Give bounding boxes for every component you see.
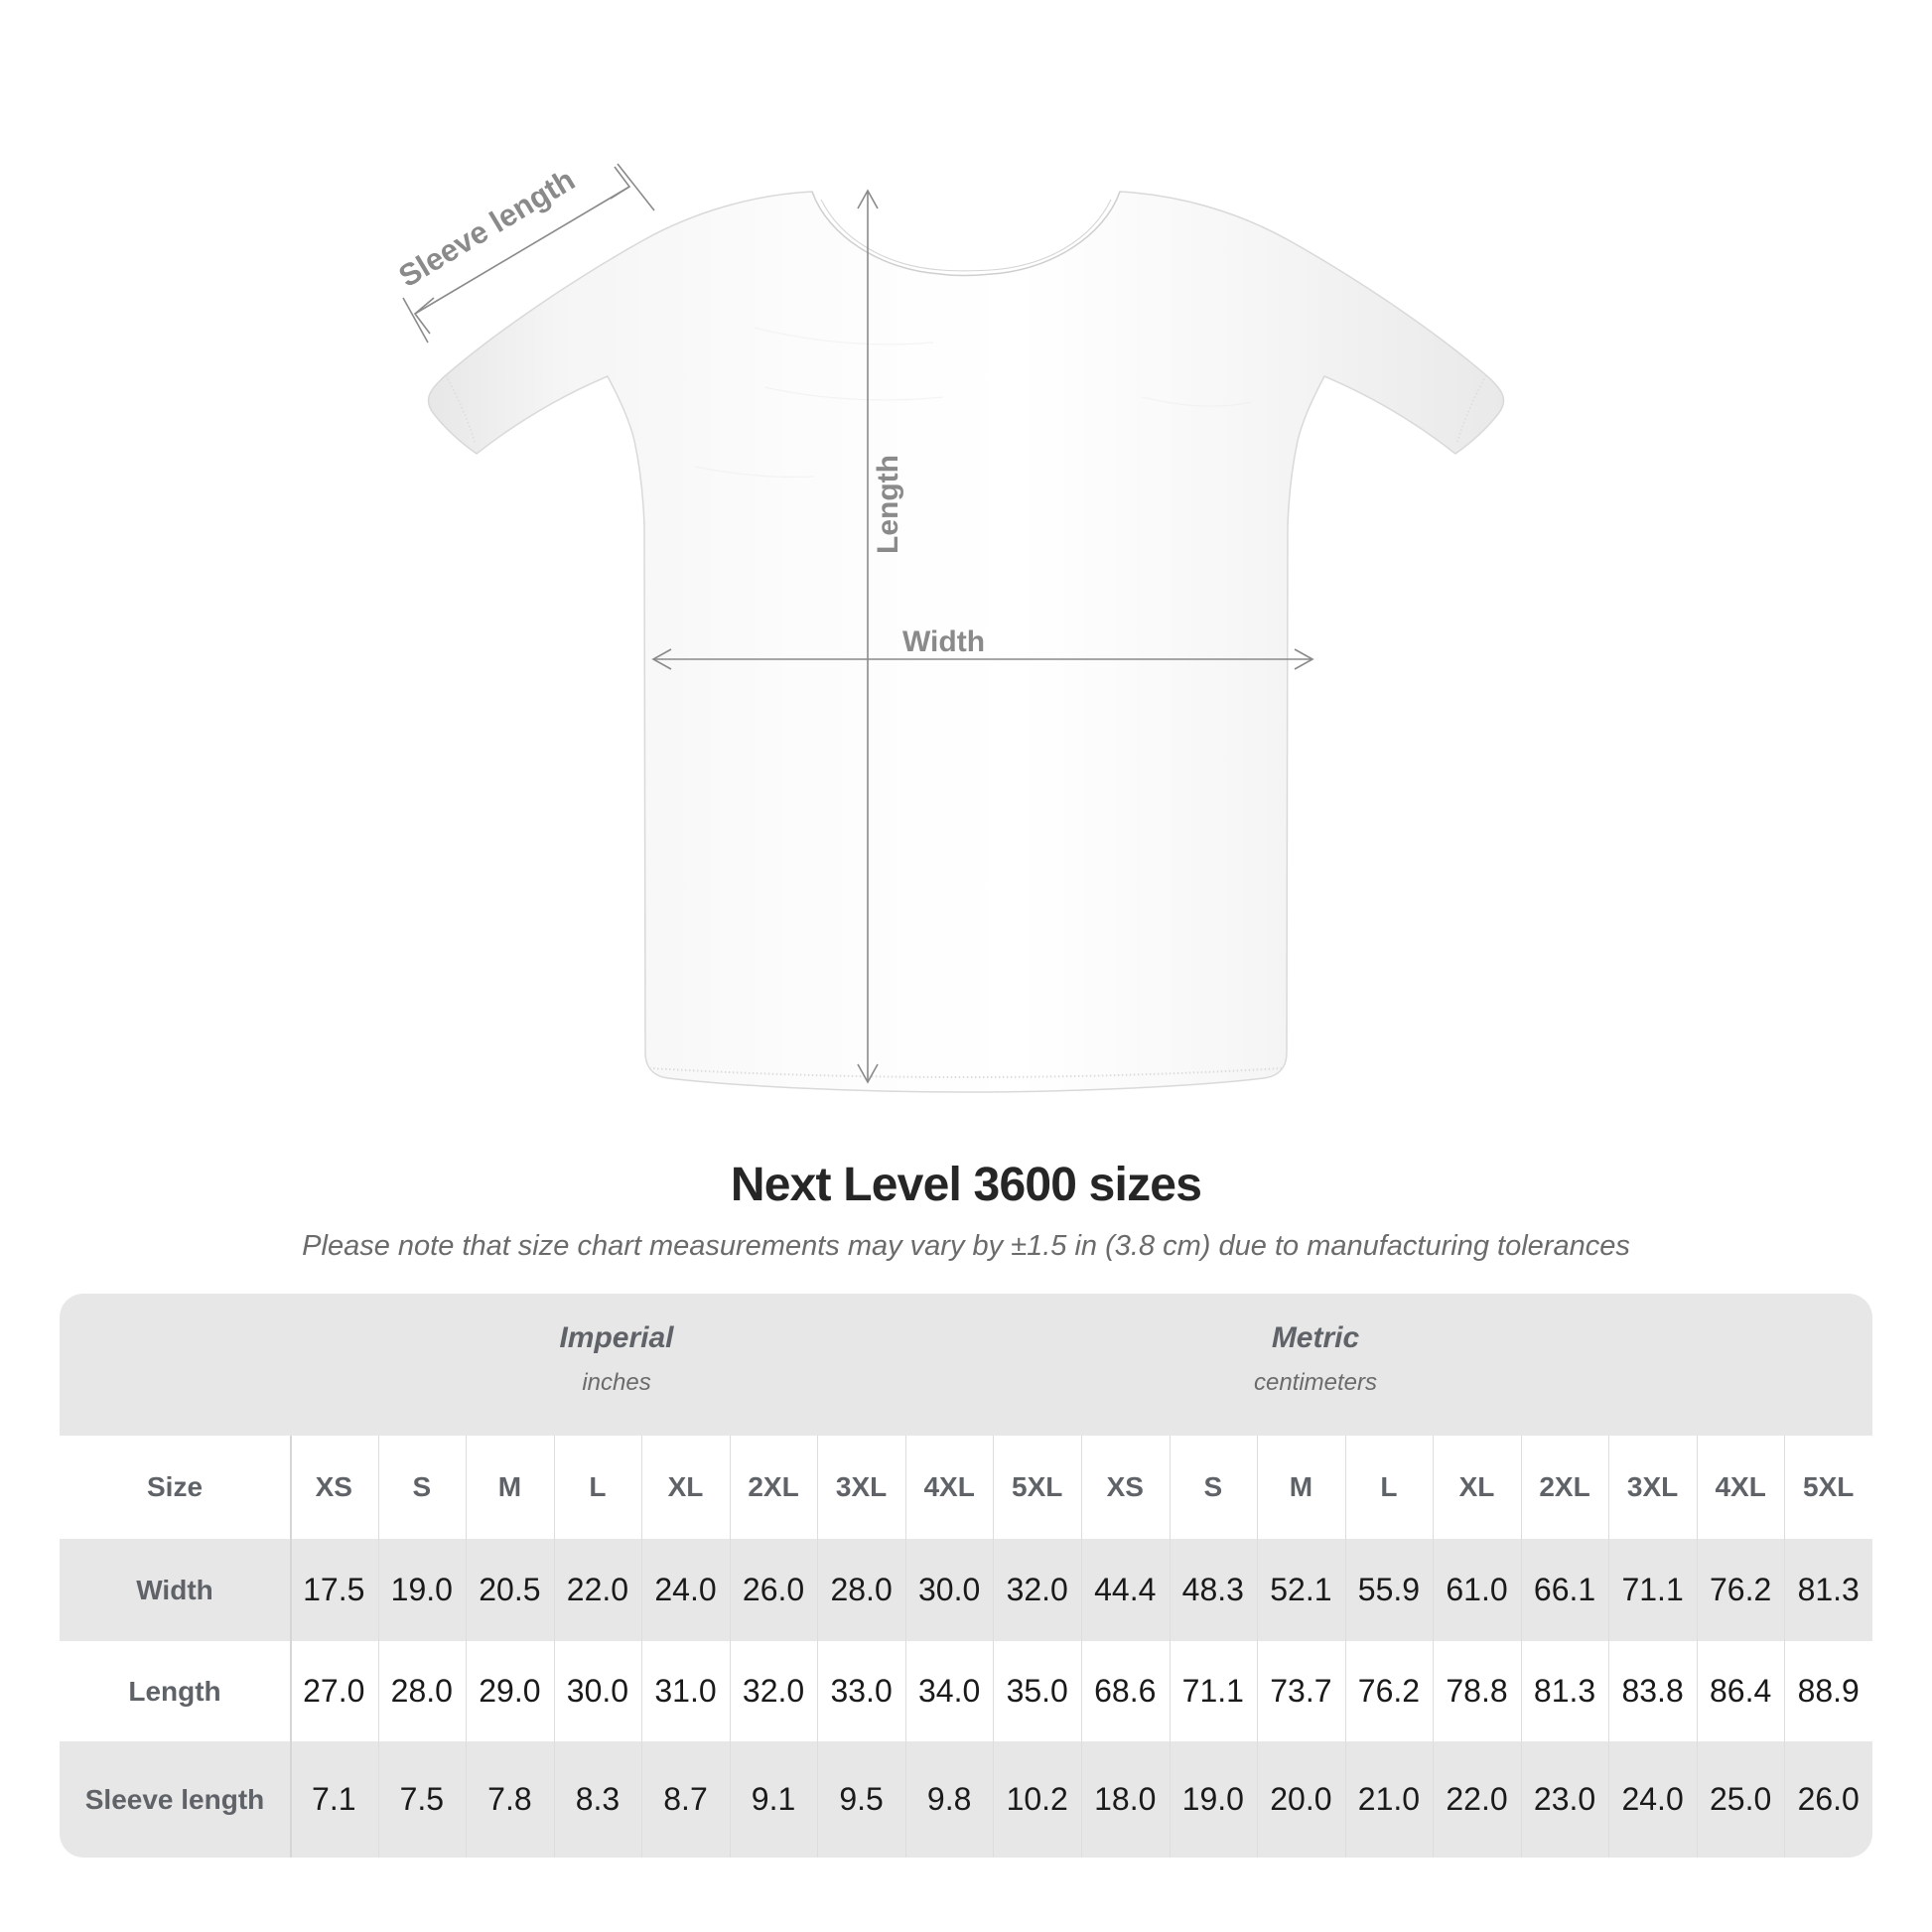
svg-text:Length: Length bbox=[872, 455, 904, 554]
svg-text:Sleeve length: Sleeve length bbox=[393, 162, 581, 294]
svg-text:Width: Width bbox=[902, 625, 985, 658]
